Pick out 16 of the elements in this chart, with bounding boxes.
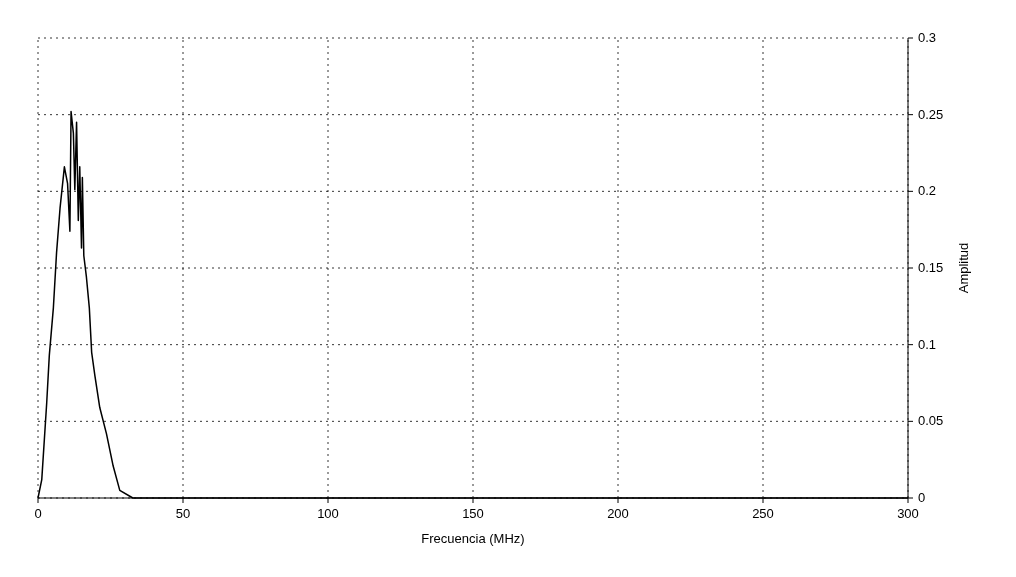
x-tick-label: 250 (752, 506, 774, 521)
y-tick-label: 0.05 (918, 413, 944, 429)
y-tick-label: 0 (918, 490, 926, 505)
y-tick-label: 0.2 (918, 183, 937, 199)
x-tick-label: 0 (34, 506, 42, 521)
x-tick-label: 50 (175, 506, 191, 521)
y-axis-title: Amplitud (956, 242, 971, 294)
x-tick-label: 200 (607, 506, 629, 521)
y-tick-label: 0.3 (918, 30, 937, 45)
y-tick-label: 0.15 (918, 260, 944, 275)
x-tick-label: 100 (317, 506, 339, 521)
y-tick-label: 0.1 (918, 336, 937, 352)
x-axis-title: Frecuencia (MHz) (421, 531, 525, 546)
x-tick-label: 300 (897, 506, 919, 521)
x-tick-label: 150 (462, 506, 484, 521)
y-tick-label: 0.25 (918, 106, 944, 122)
